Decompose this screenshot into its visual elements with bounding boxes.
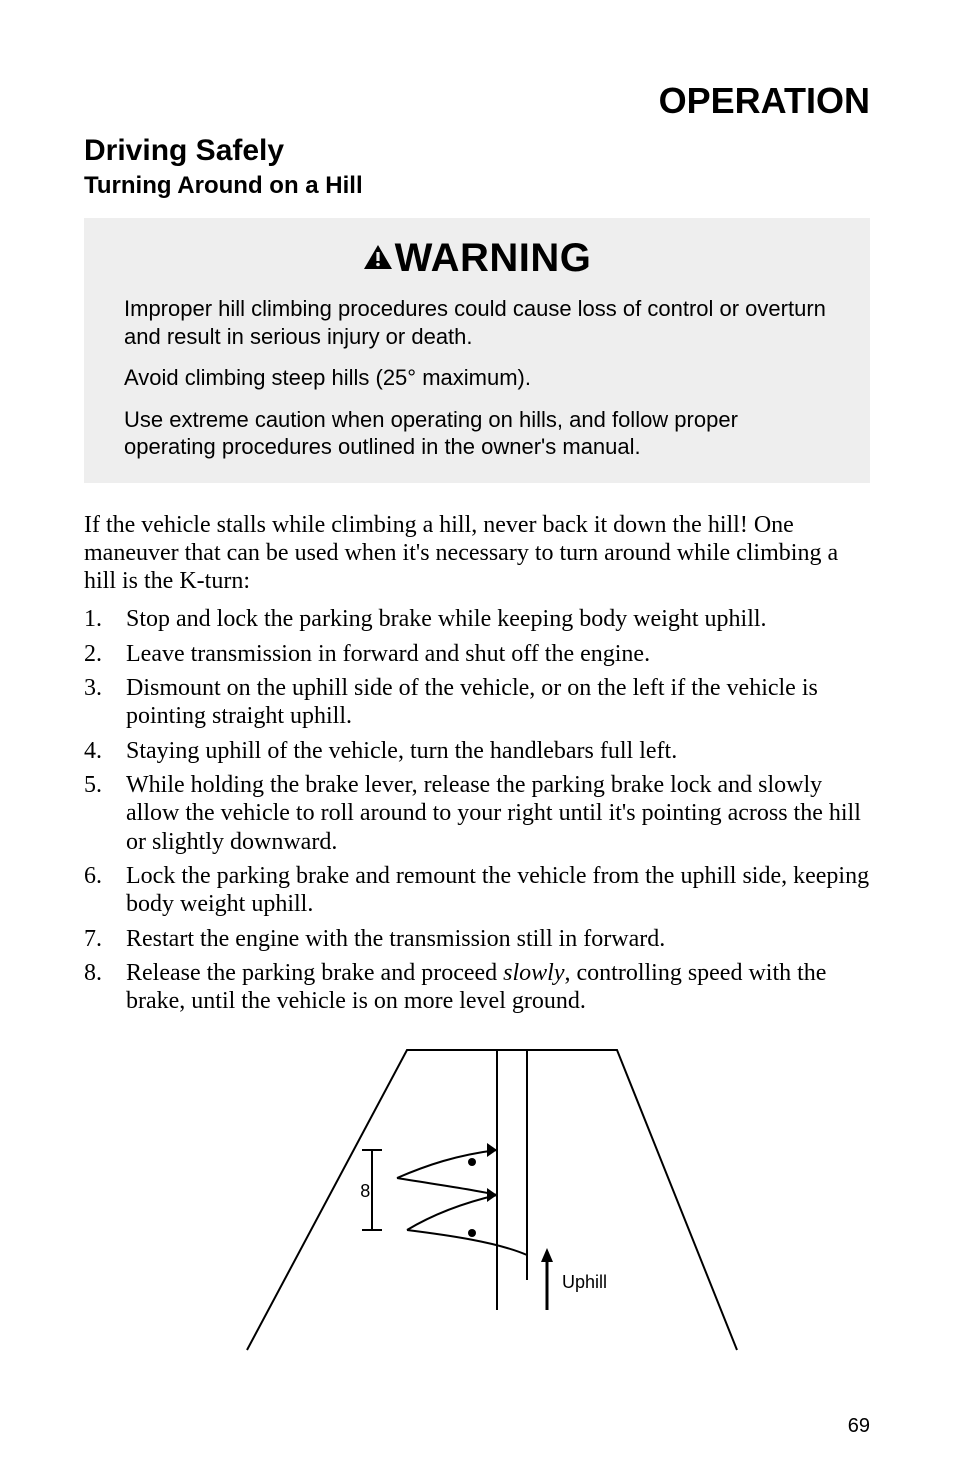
step-item: Lock the parking brake and remount the v…	[84, 862, 870, 919]
k-turn-diagram: 8' Uphill	[84, 1030, 870, 1365]
step-item: Leave transmission in forward and shut o…	[84, 640, 870, 668]
step-text: Release the parking brake and proceed	[126, 960, 503, 986]
step-item: Dismount on the uphill side of the vehic…	[84, 674, 870, 731]
warning-box: WARNING Improper hill climbing procedure…	[84, 218, 870, 483]
intro-paragraph: If the vehicle stalls while climbing a h…	[84, 511, 870, 596]
page-header: OPERATION	[84, 80, 870, 122]
page-number: 69	[84, 1415, 870, 1438]
step-item: While holding the brake lever, release t…	[84, 771, 870, 856]
diagram-uphill-label: Uphill	[562, 1272, 607, 1292]
subsection-title: Turning Around on a Hill	[84, 172, 870, 200]
step-emphasis: slowly	[503, 960, 564, 986]
warning-heading: WARNING	[124, 236, 830, 281]
step-item: Staying uphill of the vehicle, turn the …	[84, 737, 870, 765]
warning-triangle-icon	[363, 235, 393, 280]
step-item: Release the parking brake and proceed sl…	[84, 959, 870, 1016]
warning-label: WARNING	[395, 236, 592, 280]
warning-paragraph: Use extreme caution when operating on hi…	[124, 406, 830, 461]
step-item: Restart the engine with the transmission…	[84, 925, 870, 953]
diagram-measure-label: 8'	[360, 1181, 373, 1201]
step-item: Stop and lock the parking brake while ke…	[84, 605, 870, 633]
steps-list: Stop and lock the parking brake while ke…	[84, 605, 870, 1015]
warning-paragraph: Avoid climbing steep hills (25° maximum)…	[124, 364, 830, 392]
section-title: Driving Safely	[84, 134, 870, 168]
warning-paragraph: Improper hill climbing procedures could …	[124, 295, 830, 350]
